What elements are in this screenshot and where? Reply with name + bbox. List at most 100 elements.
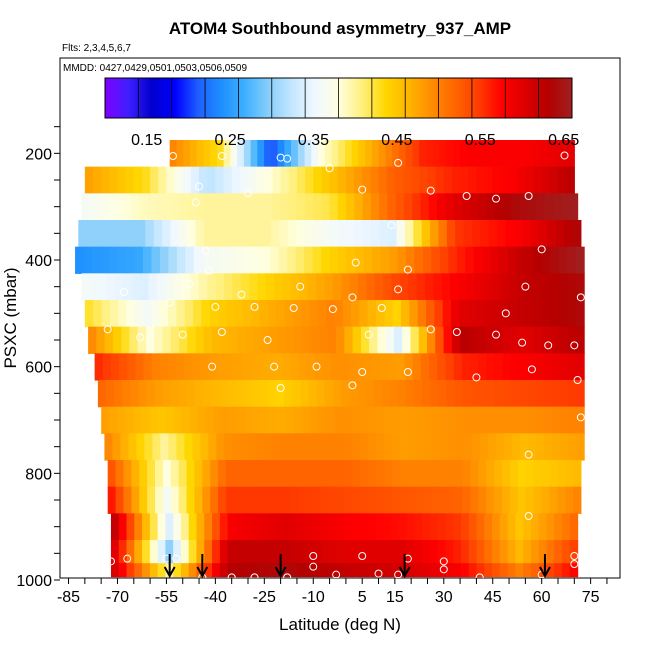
- heatmap-cell: [533, 140, 542, 168]
- heatmap-cell: [453, 540, 462, 564]
- heatmap-cell: [312, 486, 322, 514]
- heatmap-cell: [107, 486, 117, 514]
- heatmap-cell: [316, 380, 326, 408]
- heatmap-cell: [329, 166, 339, 194]
- heatmap-cell: [193, 246, 203, 274]
- heatmap-cell: [450, 273, 460, 301]
- heatmap-cell: [286, 406, 295, 434]
- heatmap-cell: [246, 193, 256, 221]
- heatmap-cell: [203, 380, 212, 408]
- heatmap-cell: [257, 460, 267, 488]
- heatmap-cell: [188, 513, 198, 541]
- heatmap-cell: [162, 460, 172, 488]
- heatmap-cell: [506, 140, 515, 168]
- heatmap-cell: [431, 246, 441, 274]
- heatmap-cell: [264, 140, 272, 168]
- heatmap-cell: [194, 460, 203, 488]
- heatmap-cell: [467, 300, 477, 328]
- heatmap-cell: [377, 326, 387, 354]
- sample-point: [374, 569, 383, 578]
- heatmap-cell: [180, 513, 190, 541]
- y-tick-label: 400: [25, 253, 52, 270]
- heatmap-cell: [242, 300, 252, 328]
- heatmap-cell: [419, 166, 429, 194]
- heatmap-cell: [367, 513, 376, 541]
- heatmap-cell: [110, 513, 120, 541]
- sample-point: [403, 265, 412, 274]
- heatmap-cell: [486, 460, 495, 488]
- heatmap-cell: [569, 540, 579, 564]
- sample-point: [244, 189, 252, 198]
- heatmap-cell: [176, 140, 184, 168]
- heatmap-cell: [437, 513, 446, 541]
- heatmap-cell: [280, 433, 289, 461]
- heatmap-cell: [236, 246, 246, 274]
- heatmap-cell: [328, 460, 337, 488]
- heatmap-cell: [525, 166, 535, 194]
- heatmap-cell: [453, 193, 463, 221]
- heatmap-cell: [355, 353, 365, 381]
- heatmap-cell: [134, 300, 144, 328]
- heatmap-cell: [157, 563, 166, 578]
- heatmap-cell: [178, 486, 188, 514]
- heatmap-cell: [86, 220, 96, 248]
- heatmap-cell: [558, 246, 568, 274]
- x-tick-label: 45: [484, 589, 502, 606]
- heatmap-cell: [487, 406, 497, 434]
- heatmap-cell: [405, 380, 415, 408]
- heatmap-cell: [270, 140, 279, 168]
- heatmap-cell: [318, 406, 328, 434]
- heatmap-cell: [515, 563, 524, 578]
- heatmap-cell: [274, 353, 283, 381]
- heatmap-cell: [511, 406, 521, 434]
- heatmap-band: [110, 513, 579, 541]
- heatmap-cell: [375, 540, 384, 564]
- heatmap-cell: [131, 486, 140, 514]
- heatmap-cell: [224, 433, 233, 461]
- heatmap-cell: [546, 540, 555, 564]
- heatmap-cell: [398, 513, 408, 541]
- heatmap-cell: [321, 166, 331, 194]
- heatmap-cell: [452, 140, 461, 168]
- heatmap-cell: [380, 353, 389, 381]
- heatmap-cell: [554, 540, 563, 564]
- heatmap-cell: [266, 563, 275, 578]
- heatmap-band: [81, 273, 585, 301]
- heatmap-cell: [414, 246, 424, 274]
- heatmap-cell: [259, 380, 269, 408]
- sample-point: [452, 328, 461, 336]
- heatmap-cell: [542, 273, 552, 301]
- heatmap-cell: [334, 406, 344, 434]
- heatmap-cell: [110, 540, 120, 564]
- heatmap-cell: [554, 563, 563, 578]
- heatmap-cell: [406, 513, 415, 541]
- heatmap-cell: [423, 460, 432, 488]
- heatmap-cell: [546, 513, 555, 541]
- heatmap-cell: [414, 563, 423, 578]
- heatmap-cell: [305, 166, 314, 194]
- heatmap-cell: [390, 563, 400, 578]
- sample-point: [358, 368, 367, 376]
- heatmap-cell: [241, 460, 251, 488]
- colorbar-tick-label: 0.35: [298, 132, 329, 149]
- heatmap-cell: [282, 563, 291, 578]
- heatmap-cell: [575, 273, 585, 301]
- heatmap-cell: [551, 353, 561, 381]
- heatmap-cell: [499, 246, 509, 274]
- sample-point: [208, 362, 217, 371]
- heatmap-cell: [336, 540, 345, 564]
- heatmap-cell: [133, 166, 143, 194]
- heatmap-cell: [383, 273, 393, 301]
- heatmap-cell: [486, 353, 495, 381]
- heatmap-cell: [165, 513, 174, 541]
- heatmap-cell: [420, 193, 430, 221]
- heatmap-cell: [572, 486, 582, 514]
- heatmap-cell: [142, 246, 153, 274]
- heatmap-cell: [332, 273, 342, 301]
- heatmap-cell: [546, 563, 555, 578]
- heatmap-cell: [96, 326, 106, 354]
- heatmap-cell: [523, 513, 532, 541]
- heatmap-cell: [282, 353, 292, 381]
- heatmap-cell: [300, 380, 310, 408]
